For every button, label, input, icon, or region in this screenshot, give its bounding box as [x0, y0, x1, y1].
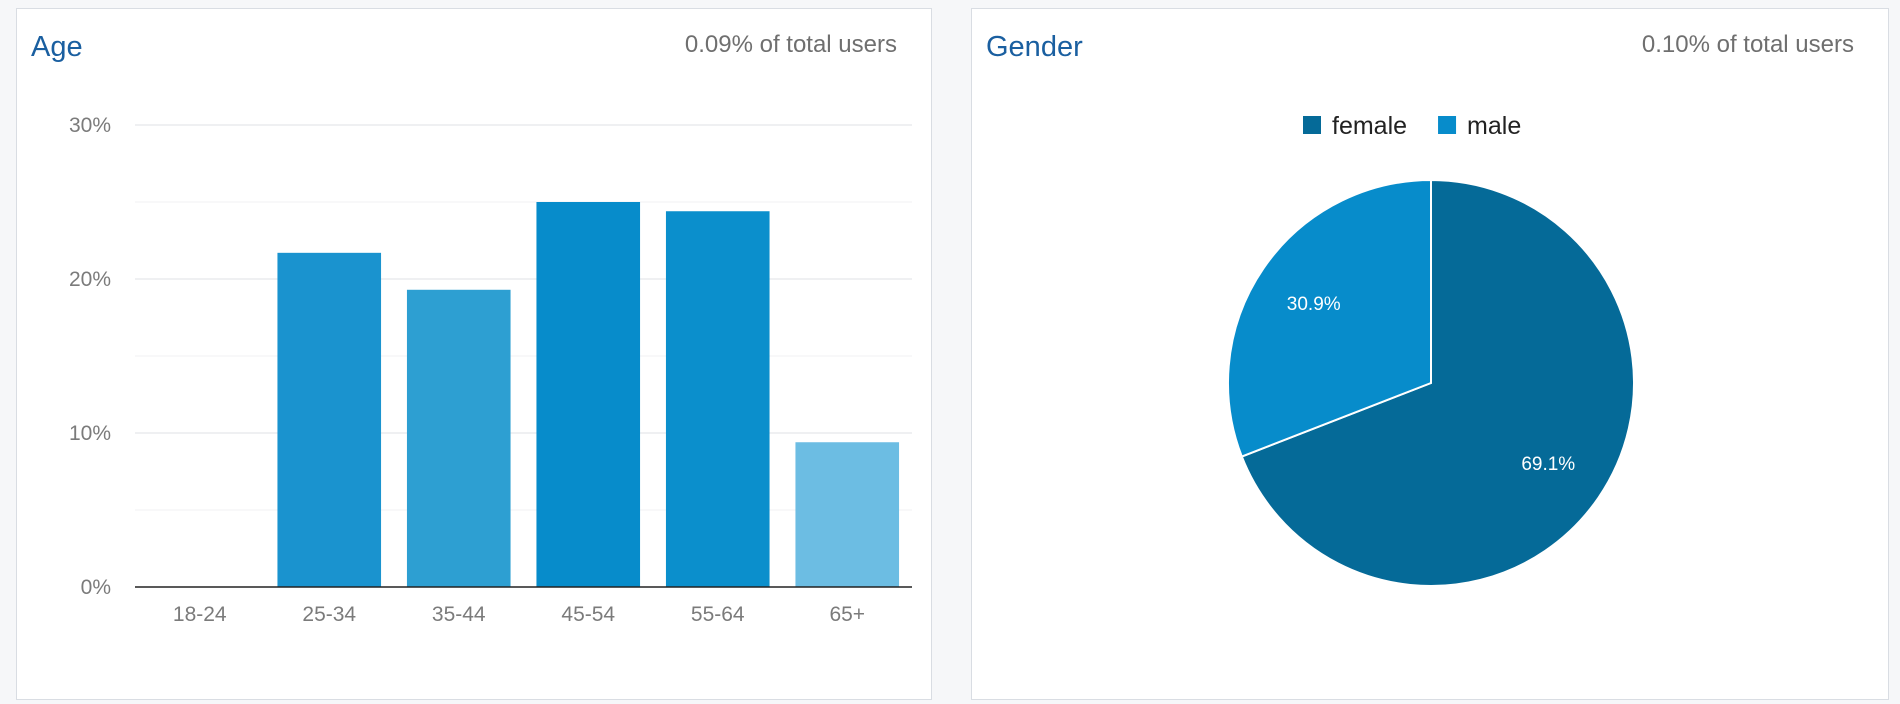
- x-tick-label: 35-44: [432, 603, 486, 626]
- bar-35-44: [406, 289, 511, 587]
- gender-subtitle: 0.10% of total users: [1641, 31, 1854, 58]
- legend-swatch-male: [1438, 116, 1457, 134]
- pie-slice-male: [1227, 178, 1432, 458]
- legend-swatch-female: [1303, 116, 1321, 134]
- x-tick-label: 18-24: [173, 603, 227, 626]
- bar-25-34: [277, 252, 382, 587]
- x-tick-label: 45-54: [561, 603, 615, 626]
- bar-45-54: [536, 202, 641, 587]
- bar-65+: [795, 442, 900, 587]
- legend-label-female: female: [1332, 112, 1407, 140]
- slice-label-male: 30.9%: [1287, 294, 1341, 315]
- y-tick-label: 20%: [69, 268, 111, 291]
- pie-slice-female: [1240, 178, 1635, 587]
- y-tick-label: 0%: [81, 576, 111, 599]
- slice-label-female: 69.1%: [1521, 454, 1575, 475]
- age-card: Age 0.09% of total users 0% 10% 20% 30% 18-2…: [16, 8, 932, 700]
- age-bar-chart: 0% 10% 20% 30% 18-24 25-34 35-44 45-54 55-64 65+: [69, 114, 912, 626]
- x-tick-label: 65+: [829, 603, 865, 626]
- bar-55-64: [665, 211, 770, 588]
- gender-title: Gender: [986, 31, 1083, 63]
- x-tick-label: 55-64: [691, 603, 745, 626]
- gender-card: Gender 0.10% of total users female male 69…: [971, 8, 1889, 700]
- age-subtitle: 0.09% of total users: [684, 31, 897, 58]
- x-tick-label: 25-34: [302, 603, 356, 626]
- gender-pie-chart: female male 69.1% 30.9%: [1227, 112, 1635, 587]
- age-title: Age: [31, 31, 83, 63]
- legend-label-male: male: [1467, 112, 1521, 140]
- y-tick-label: 10%: [69, 422, 111, 445]
- y-tick-label: 30%: [69, 114, 111, 137]
